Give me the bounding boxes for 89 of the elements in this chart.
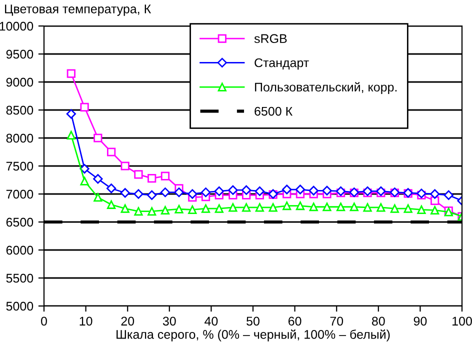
point [134,189,144,199]
y-tick-label: 8000 [6,134,34,143]
point [363,203,372,212]
y-tick-label: 9500 [6,50,34,59]
point [148,174,156,183]
point [322,202,332,212]
point [362,186,372,196]
point [296,201,305,210]
point [66,69,76,78]
point [160,206,170,215]
x-axis-title: Шкала серого, % (0% – черный, 100% – белый) [116,329,390,342]
y-tick-label: 8500 [6,106,34,115]
point [228,185,238,195]
x-tick-label: 90 [414,316,427,326]
point [134,170,143,179]
point [201,204,210,213]
legend-label: sRGB [254,34,287,44]
y-tick-label: 7000 [6,190,34,199]
point [430,196,440,206]
point [148,207,156,216]
legend-label: Пользовательский, корр. [255,82,397,94]
point [444,190,454,200]
x-tick-label: 20 [121,316,134,326]
point [160,188,170,198]
point [336,202,346,212]
point [242,203,251,212]
x-tick-label: 10 [80,316,92,326]
point [134,207,143,216]
point [376,203,386,212]
point [336,186,346,196]
point [417,205,426,214]
y-tick-label: 6500 [6,218,34,227]
y-tick-label: 5000 [6,302,34,311]
y-tick-label: 7500 [6,162,34,171]
point [295,184,306,194]
point [174,204,184,214]
point [254,186,265,196]
point [430,206,440,215]
point [120,204,130,213]
point [268,203,278,212]
x-tick-label: 70 [330,316,344,326]
point [322,186,332,196]
point [308,186,318,196]
point [66,130,76,140]
point [188,205,197,214]
point [147,190,157,200]
point [376,186,386,196]
x-tick-label: 0 [41,316,47,326]
point [66,109,76,119]
point [282,184,292,194]
point [94,134,102,142]
x-tick-label: 40 [204,316,218,326]
x-tick-label: 60 [288,316,302,326]
point [214,204,224,213]
legend-label: 6500 К [254,106,293,116]
point [94,193,102,202]
point [80,102,89,112]
point [106,148,116,156]
x-tick-label: 50 [246,316,260,326]
point [93,174,103,184]
point [120,162,130,170]
legend-label: Стандарт [254,58,309,70]
point [80,176,89,186]
point [430,189,440,199]
point [174,188,184,198]
point [106,184,116,194]
x-tick-label: 80 [372,316,385,326]
point [80,164,90,174]
point [282,201,292,210]
y-tick-label: 10000 [0,22,34,31]
point [188,189,198,199]
point [214,186,224,196]
point [309,202,318,212]
point [350,202,358,212]
point [200,188,211,198]
point [106,200,116,209]
point [160,172,170,180]
point [120,188,130,198]
point [390,204,400,213]
y-tick-label: 9000 [6,78,34,87]
y-tick-label: 6000 [6,246,34,255]
y-tick-label: 5500 [6,274,34,283]
point [404,204,412,213]
x-tick-label: 100 [452,316,472,326]
y-axis-title: Цветовая температура, К [5,4,152,16]
point [228,203,238,212]
point [255,203,264,212]
point [241,185,252,195]
x-tick-label: 30 [162,316,176,326]
